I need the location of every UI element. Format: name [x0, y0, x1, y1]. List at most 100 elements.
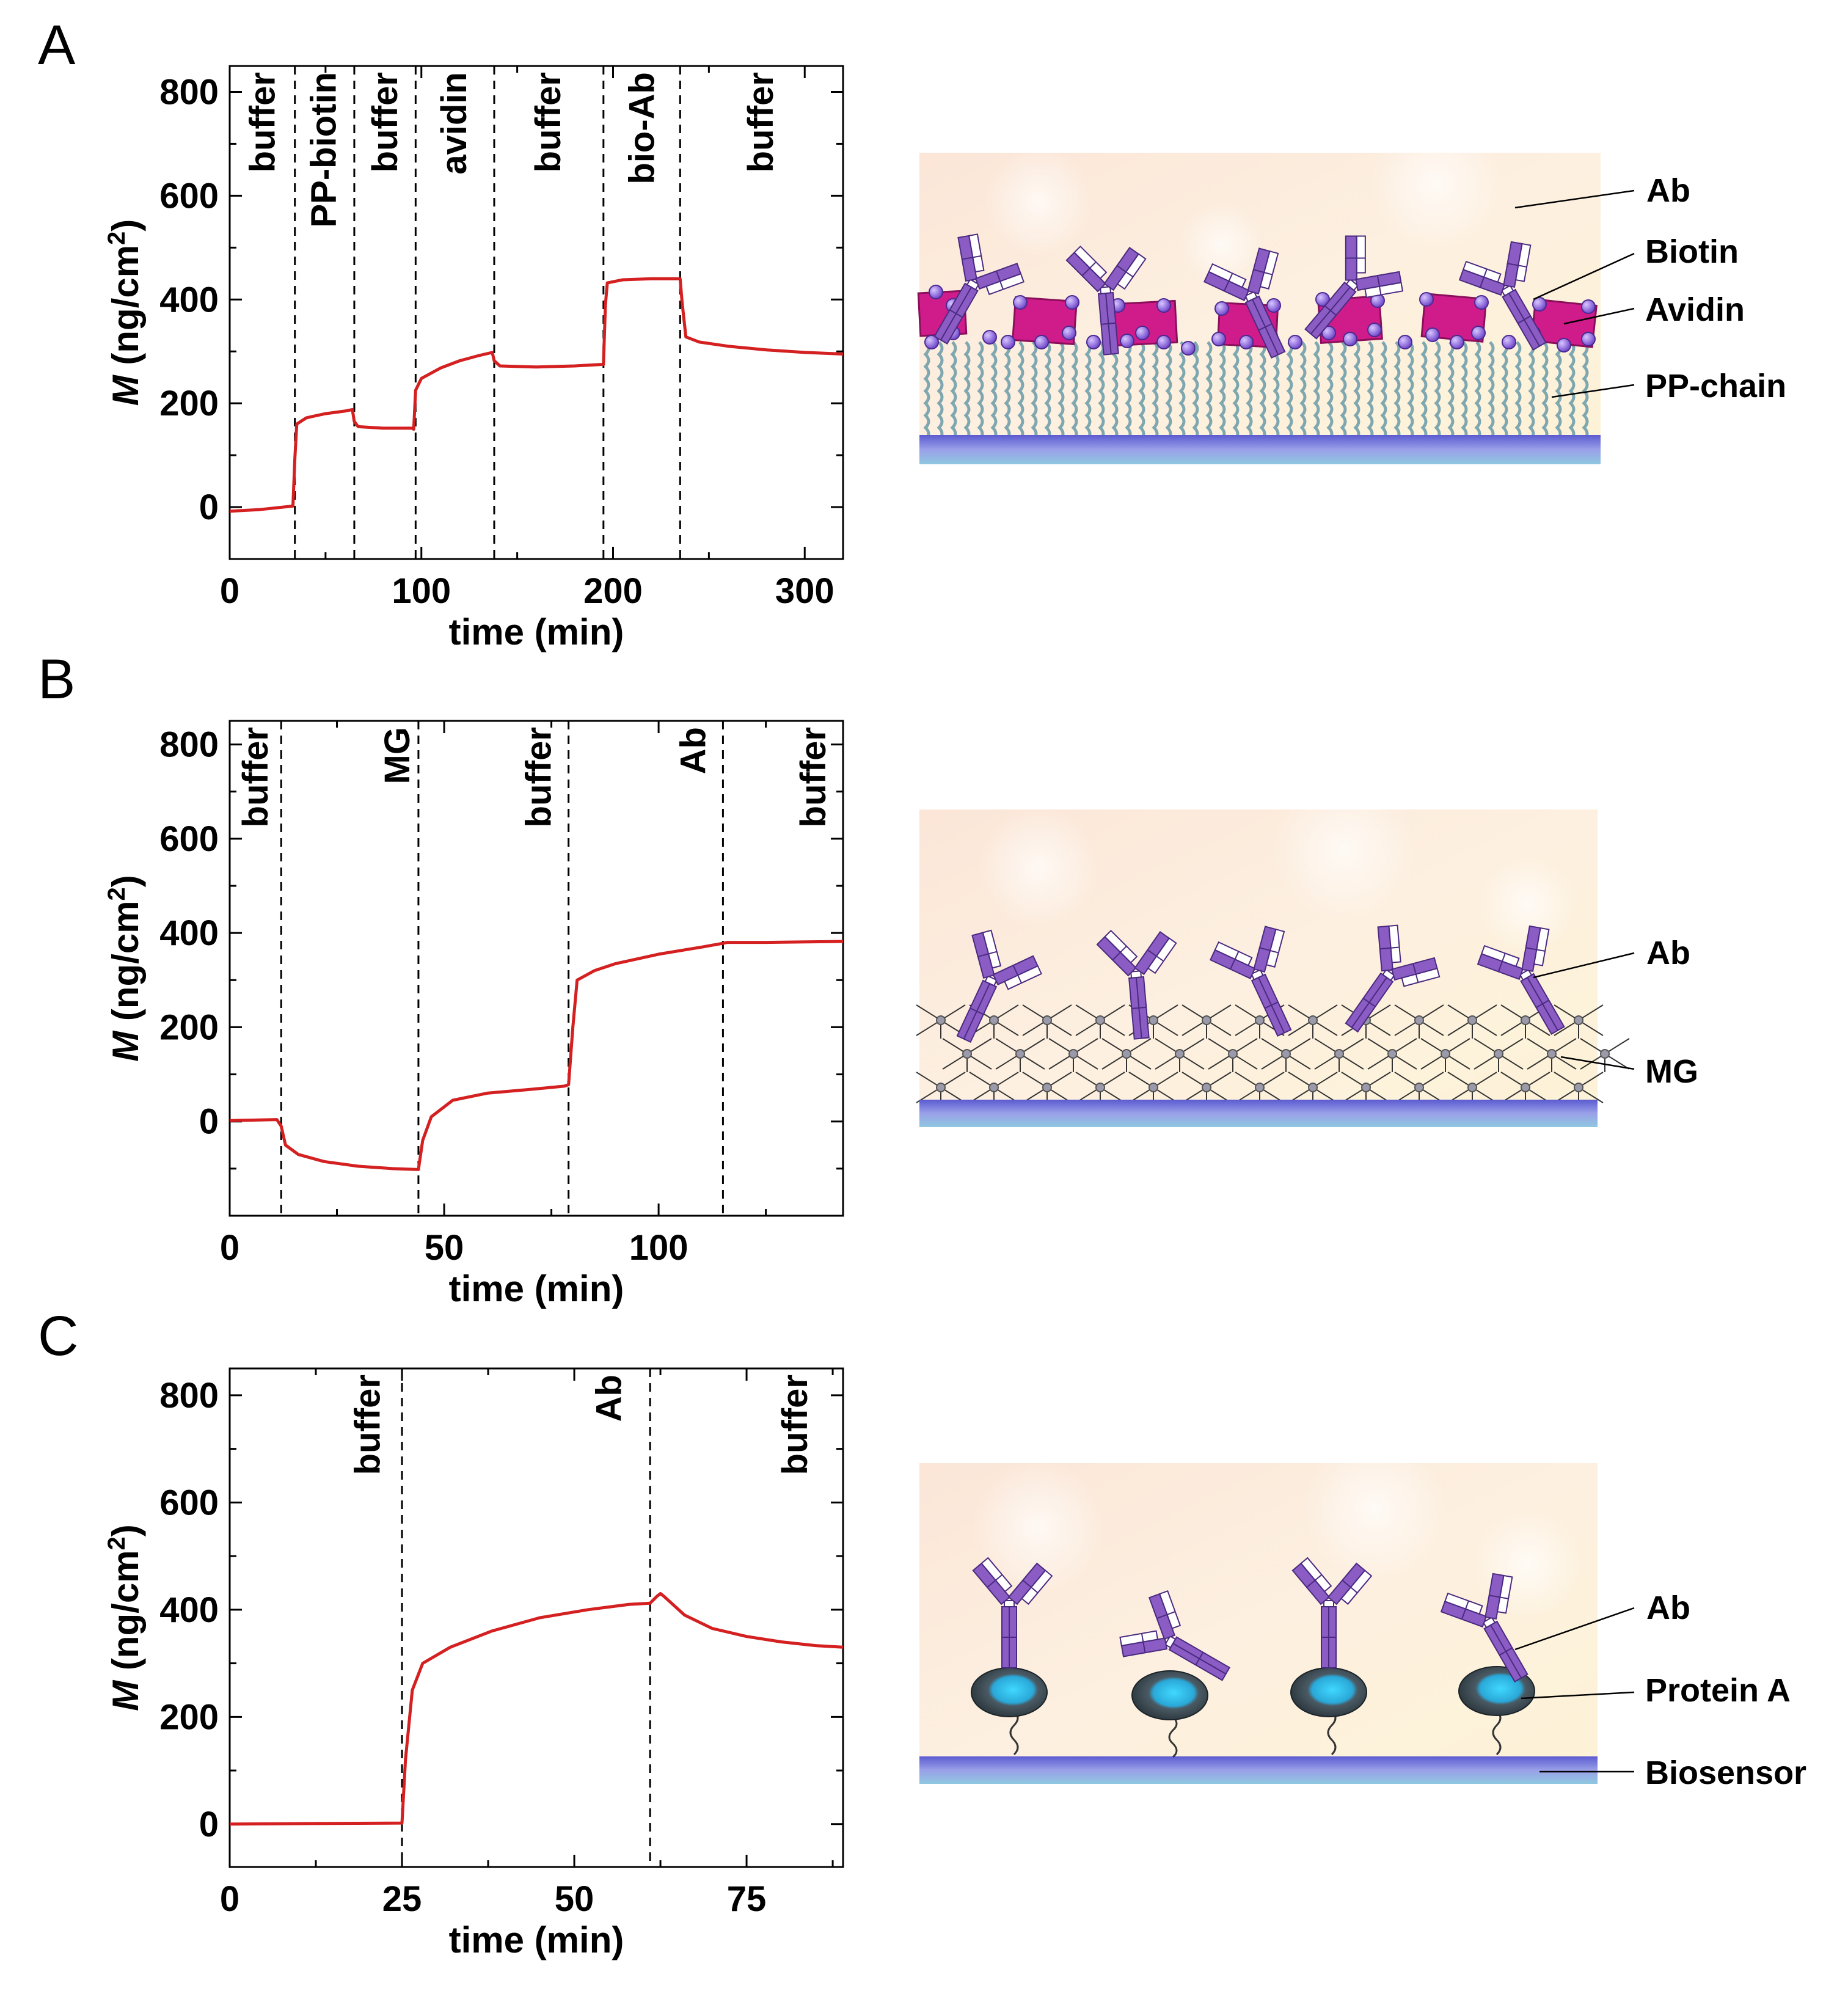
y-tick-label: 200	[159, 1697, 219, 1737]
mg-node	[1467, 1015, 1477, 1025]
mg-node	[1255, 1083, 1265, 1092]
label-biosensor: Biosensor	[1645, 1755, 1806, 1791]
y-axis-label-sup: 2	[103, 887, 130, 901]
diagram-b: Ab MG	[916, 776, 1698, 1127]
y-axis-label-sup: 2	[103, 232, 130, 245]
mg-node	[1361, 1083, 1371, 1092]
panel-letter-a: A	[38, 14, 76, 76]
x-tick-label: 0	[220, 571, 239, 611]
pp-chain	[990, 341, 998, 441]
pp-chain	[1125, 341, 1132, 441]
y-tick-label: 200	[159, 384, 219, 423]
biotin-ball	[982, 330, 997, 345]
biotin-ball	[1474, 295, 1489, 310]
label-biotin: Biotin	[1645, 233, 1739, 270]
pp-chain	[1326, 341, 1334, 441]
pp-chain	[1528, 341, 1535, 441]
x-axis-label: time (min)	[449, 612, 624, 652]
diagram-a-surface	[919, 435, 1601, 464]
pp-chain	[1447, 341, 1455, 441]
pp-chain	[937, 341, 944, 441]
phase-label: buffer	[236, 727, 276, 827]
x-tick-label: 300	[775, 571, 835, 611]
pp-chain	[1568, 341, 1576, 441]
mg-node	[1414, 1015, 1424, 1025]
pp-chain	[1044, 341, 1051, 441]
x-axis-label: time (min)	[449, 1268, 624, 1309]
phase-label: Ab	[589, 1375, 629, 1422]
mg-node	[1042, 1015, 1052, 1025]
biotin-ball	[1343, 332, 1357, 346]
chart-c: 0 200 400 600 800 0 25 50 75 time (min) M (ng/cm2)…	[103, 1367, 844, 1960]
phase-label: buffer	[519, 727, 559, 827]
mg-node	[1600, 1049, 1610, 1059]
pp-chain	[1367, 341, 1374, 441]
series-line	[229, 1592, 844, 1826]
y-tick-label: 600	[159, 1483, 219, 1522]
pp-chain	[1286, 341, 1293, 441]
x-tick-label: 50	[425, 1228, 464, 1268]
y-axis-label-italic: M	[105, 1030, 146, 1062]
biotin-ball	[1001, 335, 1015, 349]
y-tick-label: 0	[199, 1805, 219, 1844]
pp-chain	[1192, 341, 1199, 441]
phase-label: buffer	[365, 72, 405, 172]
chart-a: 0 200 400 600 800 0 100 200 300 time (min) M (ng/c…	[103, 65, 844, 652]
series-line	[229, 940, 844, 1171]
label-mg: MG	[1645, 1053, 1698, 1090]
pp-chain	[1340, 341, 1347, 441]
label-pp-chain: PP-chain	[1645, 368, 1786, 404]
x-tick-label: 100	[629, 1228, 688, 1268]
diagram-c-surface	[919, 1756, 1598, 1784]
plot-frame	[228, 720, 844, 1217]
mg-node	[1494, 1049, 1503, 1059]
y-tick-label: 600	[159, 819, 219, 859]
phase-label: buffer	[243, 72, 282, 172]
mg-node	[1122, 1049, 1131, 1059]
pp-chain	[963, 341, 971, 441]
y-axis-label-close: )	[105, 219, 146, 232]
plot-frame	[228, 65, 844, 560]
y-tick-label: 800	[159, 72, 219, 112]
phase-label: Ab	[673, 727, 713, 774]
pp-chain	[1474, 341, 1481, 441]
pp-chain	[1232, 341, 1240, 441]
mg-node	[1574, 1083, 1583, 1092]
y-tick-label: 0	[199, 488, 219, 527]
panel-letter-c: C	[38, 1305, 78, 1367]
biotin-ball	[1214, 301, 1229, 316]
biotin-ball	[929, 285, 943, 299]
mg-node	[1095, 1015, 1105, 1025]
pp-chain	[1017, 341, 1024, 441]
pp-chain	[1098, 341, 1105, 441]
pp-chain	[1259, 341, 1266, 441]
label-avidin: Avidin	[1645, 291, 1745, 328]
y-tick-label: 600	[159, 176, 219, 216]
phase-label: MG	[378, 727, 417, 784]
biotin-ball	[1120, 334, 1134, 348]
phase-label: buffer	[775, 1375, 815, 1475]
mg-node	[1414, 1083, 1424, 1092]
pp-chain	[1246, 341, 1253, 441]
mg-node	[1068, 1049, 1078, 1059]
y-tick-label: 400	[159, 1590, 219, 1630]
pp-chain	[1541, 341, 1549, 441]
pp-chain	[1313, 341, 1320, 441]
y-axis-label: M (ng/cm2)	[103, 219, 146, 406]
biotin-ball	[1062, 326, 1076, 340]
pp-chain	[1488, 341, 1495, 441]
panel-letter-b: B	[38, 648, 75, 711]
phase-label: buffer	[794, 727, 833, 827]
x-axis-label: time (min)	[449, 1920, 624, 1960]
mg-node	[1308, 1083, 1318, 1092]
y-tick-label: 800	[159, 1376, 219, 1416]
mg-node	[1281, 1049, 1291, 1059]
biotin-ball	[1419, 292, 1434, 307]
y-axis-label-unit: (ng/cm	[105, 901, 146, 1031]
mg-node	[1521, 1015, 1530, 1025]
biotin-ball	[1581, 332, 1596, 346]
mg-node	[1334, 1049, 1344, 1059]
mg-node	[1042, 1083, 1052, 1092]
biotin-ball	[1156, 298, 1171, 313]
